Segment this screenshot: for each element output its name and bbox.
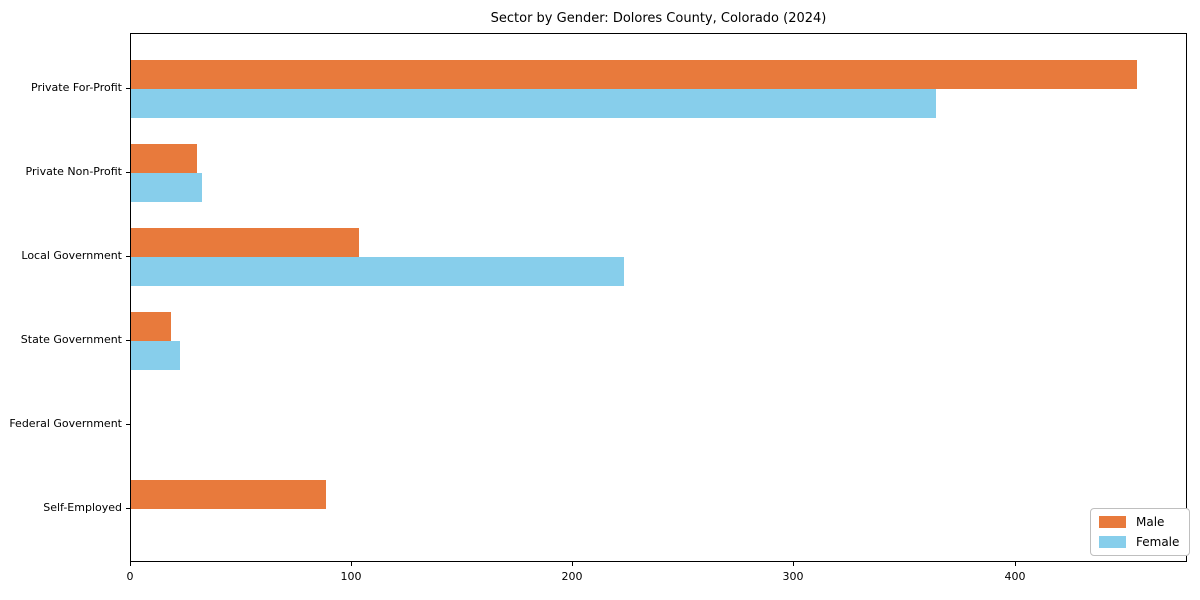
plot-area	[130, 33, 1187, 562]
y-tick-label-self-employed: Self-Employed	[43, 501, 122, 514]
legend: Male Female	[1090, 508, 1191, 556]
legend-entry-female: Female	[1099, 535, 1179, 549]
x-tick-label-300: 300	[782, 570, 804, 583]
x-tick-mark	[351, 562, 352, 566]
bar-male-self-employed	[131, 480, 326, 509]
legend-swatch-male	[1099, 516, 1126, 528]
bar-female-local-government	[131, 257, 624, 286]
y-tick-label-private-for-profit: Private For-Profit	[31, 81, 122, 94]
bar-male-state-government	[131, 312, 171, 341]
legend-label-male: Male	[1136, 515, 1165, 529]
x-tick-label-100: 100	[340, 570, 362, 583]
x-tick-label-200: 200	[561, 570, 583, 583]
bar-male-private-non-profit	[131, 144, 197, 173]
y-tick-mark	[126, 340, 130, 341]
y-tick-mark	[126, 256, 130, 257]
legend-entry-male: Male	[1099, 515, 1179, 529]
legend-label-female: Female	[1136, 535, 1180, 549]
y-tick-mark	[126, 424, 130, 425]
bar-female-private-for-profit	[131, 89, 936, 118]
bar-female-state-government	[131, 341, 180, 370]
y-tick-mark	[126, 172, 130, 173]
bar-female-private-non-profit	[131, 173, 202, 202]
bar-male-local-government	[131, 228, 359, 257]
x-tick-mark	[1015, 562, 1016, 566]
chart-title: Sector by Gender: Dolores County, Colora…	[490, 11, 827, 26]
y-tick-label-state-government: State Government	[20, 333, 122, 346]
y-tick-label-federal-government: Federal Government	[9, 417, 122, 430]
x-tick-mark	[572, 562, 573, 566]
y-tick-mark	[126, 88, 130, 89]
legend-swatch-female	[1099, 536, 1126, 548]
y-tick-label-private-non-profit: Private Non-Profit	[25, 165, 122, 178]
x-tick-mark	[793, 562, 794, 566]
x-tick-label-400: 400	[1004, 570, 1026, 583]
x-tick-label-0: 0	[126, 570, 134, 583]
y-tick-mark	[126, 508, 130, 509]
bar-male-private-for-profit	[131, 60, 1137, 89]
y-tick-label-local-government: Local Government	[21, 249, 122, 262]
x-tick-mark	[130, 562, 131, 566]
